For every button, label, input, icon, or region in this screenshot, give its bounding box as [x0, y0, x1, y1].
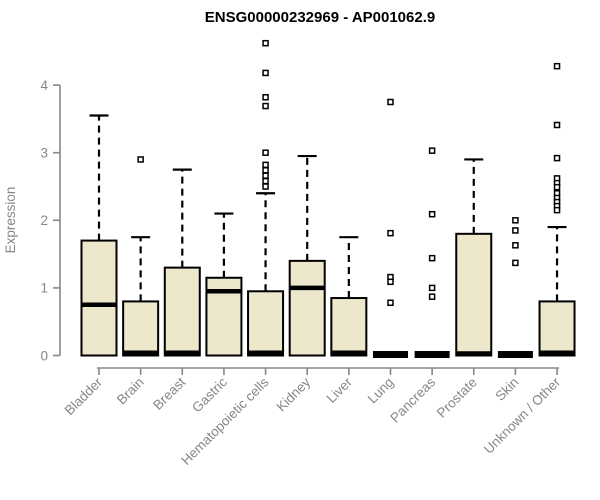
outlier-pancreas-3: [428, 284, 436, 292]
outlier-hematopoietic-cells-1: [262, 69, 269, 77]
iqr-box-brain: [122, 300, 160, 357]
outlier-hematopoietic-cells-0: [262, 39, 269, 47]
x-tick-label-kidney: Kidney: [274, 374, 314, 414]
flat-box-skin: [497, 351, 533, 358]
chart-title: ENSG00000232969 - AP001062.9: [205, 9, 435, 26]
flat-box-pancreas: [414, 351, 450, 358]
outlier-skin-2: [512, 242, 519, 249]
outlier-lung-3: [387, 278, 394, 286]
box-prostate: [455, 158, 493, 357]
outlier-lung-0: [387, 98, 394, 106]
box-pancreas: [414, 147, 450, 358]
flat-box-lung: [372, 351, 408, 358]
x-tick-label-pancreas: Pancreas: [387, 374, 438, 425]
x-tick-label-bladder: Bladder: [62, 374, 106, 418]
box-hematopoietic-cells: [247, 39, 285, 357]
x-tick-label-unknown-other: Unknown / Other: [481, 374, 564, 457]
box-gastric: [205, 212, 243, 357]
outlier-hematopoietic-cells-3: [262, 102, 269, 110]
outlier-unknown-other-10: [553, 206, 561, 214]
box-liver: [330, 236, 368, 357]
outlier-skin-1: [512, 227, 519, 234]
x-tick-label-liver: Liver: [324, 374, 356, 406]
y-axis-label: Expression: [3, 187, 18, 254]
outlier-skin-0: [512, 217, 519, 224]
box-brain: [122, 156, 160, 357]
x-tick-label-breast: Breast: [150, 374, 188, 412]
x-tick-label-brain: Brain: [114, 375, 147, 408]
iqr-box-liver: [330, 297, 368, 357]
iqr-box-kidney: [288, 259, 326, 357]
outlier-lung-1: [387, 229, 394, 237]
outlier-hematopoietic-cells-8: [262, 177, 269, 185]
iqr-box-bladder: [80, 239, 118, 357]
y-tick-label-2: 2: [40, 213, 48, 228]
x-tick-label-lung: Lung: [365, 375, 397, 407]
box-breast: [163, 168, 201, 357]
box-skin: [497, 217, 533, 358]
outlier-hematopoietic-cells-9: [262, 183, 269, 190]
outlier-unknown-other-0: [553, 62, 561, 70]
outlier-unknown-other-2: [553, 154, 561, 162]
outlier-pancreas-0: [428, 147, 436, 154]
outlier-hematopoietic-cells-4: [262, 149, 269, 156]
outlier-hematopoietic-cells-7: [262, 172, 269, 179]
box-bladder: [80, 114, 118, 357]
x-tick-label-skin: Skin: [492, 375, 521, 404]
x-tick-label-gastric: Gastric: [189, 374, 230, 415]
x-tick-label-prostate: Prostate: [434, 375, 480, 421]
y-tick-label-4: 4: [40, 78, 48, 93]
box-kidney: [288, 154, 326, 357]
outlier-lung-4: [387, 299, 394, 307]
y-tick-label-3: 3: [40, 146, 48, 161]
outlier-unknown-other-1: [553, 121, 561, 129]
iqr-box-prostate: [455, 232, 493, 357]
y-tick-label-0: 0: [40, 348, 48, 363]
outlier-pancreas-4: [428, 293, 436, 300]
box-unknown-other: [538, 62, 576, 357]
outlier-unknown-other-5: [553, 183, 561, 191]
iqr-box-breast: [163, 266, 201, 357]
iqr-box-unknown-other: [538, 300, 576, 357]
box-lung: [372, 98, 408, 358]
outlier-hematopoietic-cells-2: [262, 94, 269, 101]
outlier-pancreas-1: [428, 210, 436, 218]
outlier-hematopoietic-cells-6: [262, 167, 269, 174]
outlier-hematopoietic-cells-5: [262, 161, 269, 169]
y-tick-label-1: 1: [40, 281, 48, 296]
outlier-skin-3: [512, 259, 519, 267]
outlier-brain-0: [137, 156, 144, 163]
iqr-box-hematopoietic-cells: [247, 290, 285, 357]
outlier-pancreas-2: [428, 254, 436, 262]
